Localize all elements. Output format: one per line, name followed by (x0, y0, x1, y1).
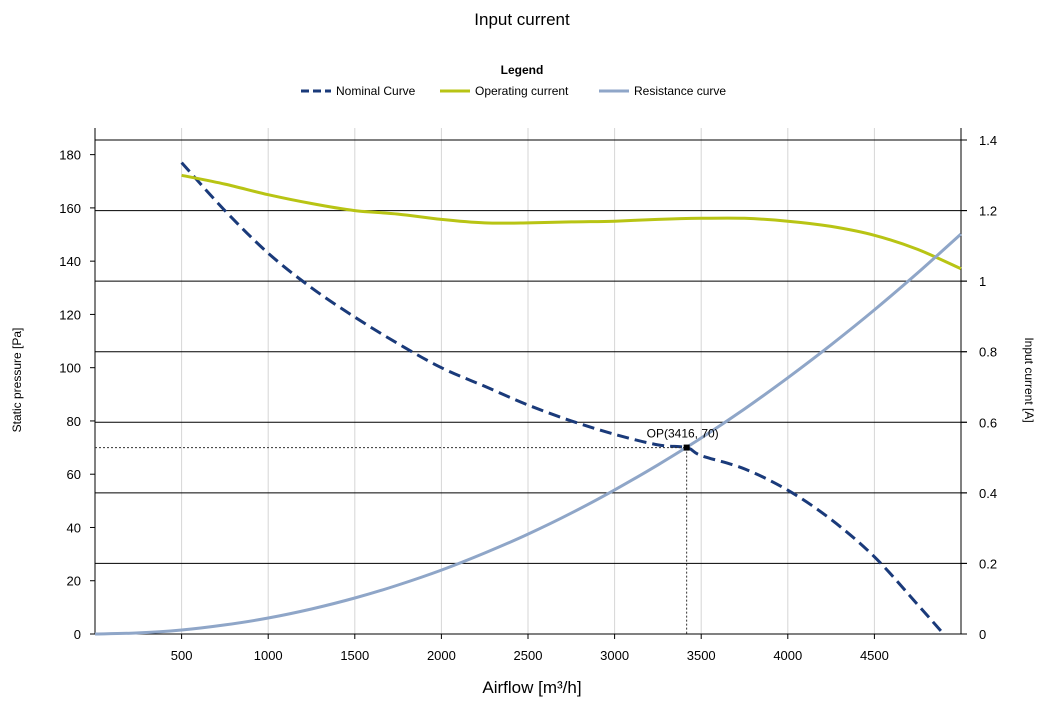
y-tick-label: 80 (67, 414, 81, 429)
y2-axis-title: Input current [A] (1022, 337, 1036, 422)
x-tick-label: 2000 (427, 648, 456, 663)
y-tick-label: 40 (67, 520, 81, 535)
series (94, 161, 963, 636)
y-tick-label: 60 (67, 467, 81, 482)
grid (95, 128, 967, 634)
y2-tick-label: 1.2 (979, 204, 997, 219)
operating-point: OP(3416, 70) (95, 427, 719, 634)
y2-tick-label: 0.8 (979, 345, 997, 360)
y-axis-title: Static pressure [Pa] (10, 328, 24, 433)
y-tick-label: 140 (59, 254, 81, 269)
y-tick-label: 100 (59, 361, 81, 376)
x-tick-label: 1000 (254, 648, 283, 663)
y2-tick-label: 1 (979, 274, 986, 289)
x-tick-label: 4000 (773, 648, 802, 663)
x-tick-label: 4500 (860, 648, 889, 663)
y2-tick-label: 0.4 (979, 486, 997, 501)
y2-tick-label: 1.4 (979, 133, 997, 148)
y2-tick-label: 0 (979, 627, 986, 642)
x-tick-label: 2500 (514, 648, 543, 663)
legend-label: Operating current (475, 84, 569, 98)
legend-title: Legend (501, 63, 544, 77)
op-marker (683, 444, 690, 451)
legend-items: Nominal Curve Operating current Resistance… (301, 84, 726, 98)
ticks: 500 1000 1500 2000 2500 3000 3500 4000 450002040… (59, 133, 997, 663)
x-tick-label: 3500 (687, 648, 716, 663)
series-line-nominal-curve (180, 161, 945, 636)
chart-title: Input current (474, 10, 570, 29)
y-tick-label: 20 (67, 574, 81, 589)
y2-tick-label: 0.6 (979, 415, 997, 430)
x-axis-title: Airflow [m³/h] (482, 678, 581, 697)
y-tick-label: 120 (59, 307, 81, 322)
x-tick-label: 3000 (600, 648, 629, 663)
legend: Legend Nominal Curve Operating current Res… (301, 63, 726, 98)
legend-label: Nominal Curve (336, 84, 416, 98)
y2-tick-label: 0.2 (979, 556, 997, 571)
x-tick-label: 1500 (340, 648, 369, 663)
y-tick-label: 160 (59, 201, 81, 216)
series-line-operating-current (181, 173, 962, 271)
y-tick-label: 0 (74, 627, 81, 642)
op-label: OP(3416, 70) (647, 427, 719, 441)
legend-label: Resistance curve (634, 84, 726, 98)
x-tick-label: 500 (171, 648, 193, 663)
y-tick-label: 180 (59, 148, 81, 163)
series-line-resistance-curve (94, 232, 963, 636)
